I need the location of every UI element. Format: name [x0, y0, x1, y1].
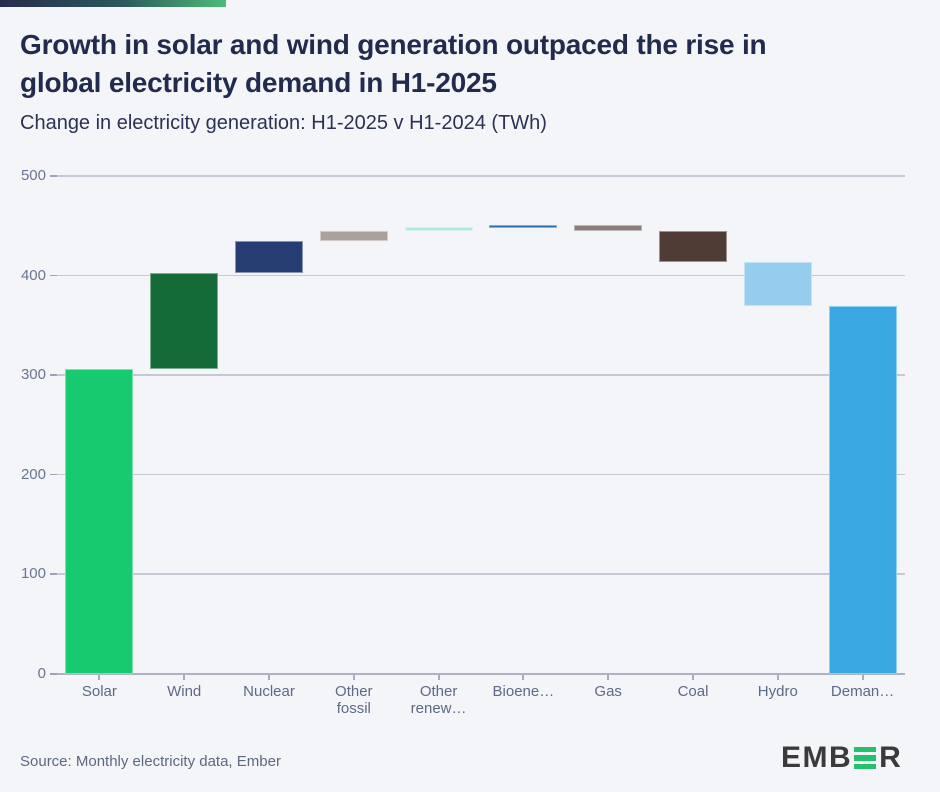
x-axis-tick-3 — [352, 675, 355, 680]
x-axis-label-4: Other renew… — [410, 683, 467, 717]
bar-hydro[interactable] — [743, 261, 812, 307]
y-axis-tick-300 — [50, 374, 57, 376]
y-axis-label-100: 100 — [20, 565, 46, 583]
x-axis-tick-7 — [692, 675, 694, 680]
y-axis-tick-400 — [50, 274, 57, 277]
bar-deman[interactable] — [828, 306, 897, 674]
ember-logo-text-post: R — [879, 741, 903, 774]
gridline-400 — [57, 274, 905, 277]
gridline-0 — [57, 673, 905, 675]
y-axis-tick-0 — [50, 673, 57, 675]
y-axis-label-0: 0 — [37, 665, 46, 682]
bar-nuclear[interactable] — [235, 240, 303, 273]
y-axis-tick-500 — [50, 175, 57, 177]
bar-coal[interactable] — [659, 230, 727, 262]
ember-logo-e-bars-icon — [854, 747, 877, 769]
bar-gas[interactable] — [574, 224, 643, 231]
bar-other-renew[interactable] — [404, 226, 473, 231]
y-axis-label-200: 200 — [20, 465, 46, 483]
gridline-100 — [57, 573, 905, 575]
x-axis-tick-5 — [522, 675, 525, 680]
source-note: Source: Monthly electricity data, Ember — [20, 753, 281, 770]
chart-title: Growth in solar and wind generation outp… — [20, 26, 920, 102]
x-axis-label-6: Gas — [594, 683, 622, 700]
bar-wind[interactable] — [150, 272, 219, 370]
y-axis-tick-200 — [50, 473, 57, 476]
ember-logo-text-pre: EMB — [781, 741, 853, 774]
x-axis-label-7: Coal — [677, 683, 709, 700]
x-axis-label-8: Hydro — [757, 683, 798, 700]
bar-other-fossil[interactable] — [319, 230, 388, 241]
x-axis-label-0: Solar — [81, 683, 117, 700]
x-axis-label-9: Deman… — [830, 683, 895, 700]
y-axis-label-400: 400 — [20, 266, 46, 284]
ember-logo: EMB R — [781, 741, 902, 775]
x-axis-tick-8 — [776, 675, 779, 680]
x-axis-tick-1 — [183, 675, 186, 680]
x-axis-tick-9 — [861, 675, 864, 680]
chart-title-line2: global electricity demand in H1-2025 — [20, 67, 497, 98]
bar-bioene[interactable] — [489, 224, 558, 228]
x-axis-tick-0 — [98, 675, 101, 680]
chart-subtitle: Change in electricity generation: H1-202… — [20, 112, 547, 134]
x-axis-label-3: Other fossil — [335, 683, 373, 717]
y-axis-label-300: 300 — [20, 366, 46, 384]
x-axis-tick-4 — [437, 675, 440, 680]
bar-solar[interactable] — [65, 369, 134, 674]
gridline-200 — [57, 473, 905, 476]
x-axis-label-1: Wind — [167, 683, 202, 700]
x-axis-label-2: Nuclear — [243, 683, 295, 700]
chart-title-line1: Growth in solar and wind generation outp… — [20, 29, 767, 60]
brand-gradient-bar — [0, 0, 226, 7]
x-axis-tick-2 — [268, 675, 270, 680]
gridline-300 — [57, 374, 905, 376]
y-axis-label-500: 500 — [20, 167, 46, 184]
y-axis-tick-100 — [50, 573, 57, 575]
gridline-500 — [57, 175, 905, 177]
x-axis-tick-6 — [607, 675, 610, 680]
x-axis-label-5: Bioene… — [492, 683, 555, 700]
